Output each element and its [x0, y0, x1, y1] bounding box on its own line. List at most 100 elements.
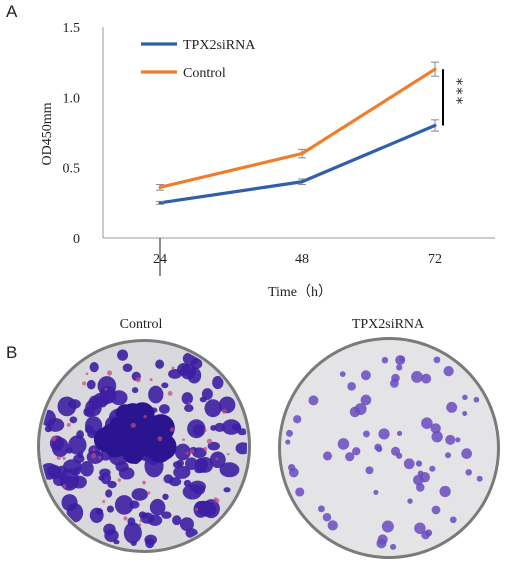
colony: [49, 470, 62, 480]
colony: [446, 401, 458, 413]
colony: [354, 403, 367, 415]
colony: [373, 489, 379, 495]
colony: [127, 517, 136, 526]
colony: [221, 419, 241, 435]
colony: [414, 522, 426, 534]
data-point: [300, 180, 304, 184]
colony: [141, 512, 149, 519]
colony-speck: [66, 422, 71, 427]
colony: [204, 399, 222, 418]
colony: [130, 540, 137, 546]
colony: [445, 434, 456, 445]
colony: [381, 520, 394, 533]
y-tick-label: 1.0: [63, 91, 81, 106]
colony: [218, 396, 236, 414]
colony-speck: [167, 391, 173, 396]
colony: [83, 407, 91, 417]
colony-speck: [146, 491, 151, 495]
series-line-tpx2sirna: [159, 123, 436, 205]
x-tick-label: 72: [428, 252, 442, 267]
colony-speck: [142, 480, 146, 485]
colony: [89, 507, 104, 523]
colony: [118, 467, 135, 480]
colony: [161, 511, 172, 519]
x-axis-title: Time（h）: [268, 284, 332, 300]
colony: [323, 451, 333, 461]
colony-speck: [51, 435, 57, 442]
colony: [145, 538, 155, 549]
colony-speck: [187, 401, 191, 405]
colony: [105, 489, 113, 498]
colony-speck: [62, 484, 67, 489]
colony: [352, 447, 361, 456]
colony-speck: [104, 387, 108, 391]
colony: [86, 379, 96, 390]
y-axis-title: OD450mm: [40, 102, 55, 165]
colony: [158, 404, 170, 414]
colony: [476, 475, 483, 482]
colony: [431, 505, 441, 515]
colony-speck: [194, 507, 199, 512]
colony: [219, 462, 240, 478]
x-tick-label: 48: [295, 252, 309, 267]
colony: [322, 512, 332, 522]
colony: [212, 375, 224, 390]
colony: [337, 438, 350, 450]
colony-speck: [203, 429, 207, 432]
control-dish: [37, 339, 251, 553]
colony: [347, 382, 356, 391]
colony: [317, 505, 325, 513]
colony: [287, 463, 296, 472]
colony: [113, 539, 120, 545]
colony-speck: [182, 438, 185, 442]
colony-speck: [82, 381, 87, 386]
legend-label: TPX2siRNA: [183, 38, 256, 53]
colony: [465, 469, 472, 476]
colony-speck: [143, 414, 147, 419]
colony: [89, 362, 99, 373]
colony: [185, 457, 198, 470]
colony: [168, 369, 182, 379]
colony-speck: [106, 370, 113, 376]
colony: [462, 394, 468, 401]
colony: [84, 416, 103, 435]
colony: [431, 431, 443, 443]
data-point: [158, 185, 162, 189]
colony-speck: [157, 436, 163, 442]
colony: [103, 523, 116, 536]
colony: [378, 428, 390, 440]
colony-speck: [85, 372, 89, 376]
colony: [173, 465, 191, 479]
colony: [69, 416, 78, 424]
colony: [413, 474, 424, 486]
colony: [223, 487, 231, 493]
colony: [107, 480, 117, 489]
colony: [117, 349, 129, 361]
colony-speck: [98, 456, 102, 460]
colony: [57, 396, 77, 417]
colony: [148, 385, 164, 404]
colony: [327, 520, 338, 531]
colony: [172, 515, 182, 526]
colony-dishes: [37, 337, 500, 559]
x-tick-label: 24: [153, 252, 167, 267]
colony: [461, 448, 473, 459]
colony: [162, 493, 169, 500]
colony: [411, 371, 423, 383]
tpx2-dish: [278, 337, 500, 559]
colony: [391, 373, 400, 383]
colony: [421, 530, 430, 540]
colony: [149, 498, 166, 516]
colony: [207, 441, 221, 451]
colony: [443, 366, 454, 377]
colony: [445, 452, 452, 459]
colony: [179, 517, 194, 532]
colony: [293, 415, 302, 424]
colony: [462, 411, 468, 417]
colony: [93, 392, 111, 406]
colony: [201, 388, 213, 400]
colony-speck: [123, 516, 128, 521]
colony: [194, 458, 206, 472]
colony: [187, 419, 206, 439]
colony: [449, 516, 457, 524]
